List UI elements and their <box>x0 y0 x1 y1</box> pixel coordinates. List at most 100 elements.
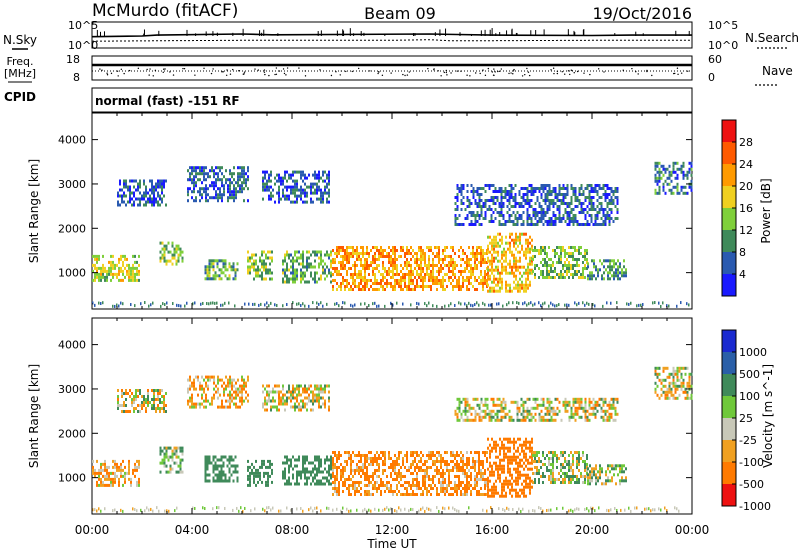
echo-cell <box>458 255 460 258</box>
echo-cell <box>209 169 211 173</box>
echo-cell <box>230 265 233 269</box>
y-tick-label: 1000 <box>58 267 86 280</box>
echo-cell <box>519 232 521 236</box>
nave-point <box>651 74 653 77</box>
echo-cell <box>422 484 424 487</box>
ground-scatter-cell <box>506 303 508 307</box>
echo-cell <box>129 188 131 192</box>
echo-cell <box>474 261 476 264</box>
echo-cell <box>526 202 529 205</box>
echo-cell <box>491 488 493 492</box>
echo-cell <box>456 205 459 208</box>
echo-cell <box>352 460 354 463</box>
echo-cell <box>226 277 229 281</box>
echo-cell <box>265 253 267 257</box>
echo-cell <box>529 485 531 489</box>
nave-point <box>677 73 679 76</box>
echo-cell <box>352 487 354 490</box>
echo-cell <box>570 208 573 211</box>
echo-cell <box>444 258 446 261</box>
echo-cell <box>424 472 426 475</box>
echo-cell <box>436 493 438 496</box>
nave-point <box>474 72 477 74</box>
echo-cell <box>328 194 330 198</box>
echo-cell <box>300 262 302 266</box>
echo-cell <box>566 258 568 261</box>
echo-cell <box>568 264 570 267</box>
echo-cell <box>312 467 314 471</box>
echo-cell <box>464 279 466 282</box>
echo-cell <box>493 461 495 465</box>
echo-cell <box>562 472 564 475</box>
echo-cell <box>139 197 141 201</box>
echo-cell <box>466 463 468 466</box>
echo-cell <box>205 190 207 194</box>
echo-cell <box>491 244 493 248</box>
echo-cell <box>251 265 253 269</box>
echo-cell <box>271 468 273 472</box>
echo-cell <box>245 172 247 176</box>
echo-cell <box>532 214 535 217</box>
echo-cell <box>199 172 201 176</box>
echo-cell <box>410 252 412 255</box>
echo-cell <box>566 252 568 255</box>
echo-cell <box>374 255 376 258</box>
echo-cell <box>265 268 267 272</box>
echo-cell <box>408 264 410 267</box>
echo-cell <box>562 196 565 199</box>
echo-cell <box>593 467 595 471</box>
echo-cell <box>686 173 689 177</box>
echo-cell <box>204 455 207 459</box>
echo-cell <box>476 246 478 249</box>
echo-cell <box>171 467 174 471</box>
echo-cell <box>509 461 511 465</box>
echo-cell <box>344 255 346 258</box>
echo-cell <box>487 467 489 471</box>
echo-cell <box>536 451 538 454</box>
echo-cell <box>390 487 392 490</box>
echo-cell <box>366 285 368 288</box>
nave-point <box>110 72 113 75</box>
echo-cell <box>138 480 140 484</box>
echo-cell <box>564 472 566 475</box>
echo-cell <box>400 279 402 282</box>
echo-cell <box>504 193 507 196</box>
echo-cell <box>163 464 166 468</box>
echo-cell <box>222 473 225 477</box>
echo-cell <box>326 173 328 177</box>
echo-cell <box>138 278 140 282</box>
echo-cell <box>515 235 517 239</box>
echo-cell <box>597 271 599 275</box>
echo-cell <box>566 211 569 214</box>
echo-cell <box>462 472 464 475</box>
echo-cell <box>211 166 213 170</box>
echo-cell <box>110 254 112 258</box>
echo-cell <box>332 463 334 466</box>
echo-cell <box>119 188 121 192</box>
echo-cell <box>278 173 280 177</box>
echo-cell <box>314 476 316 480</box>
echo-cell <box>609 271 611 275</box>
echo-cell <box>466 184 469 187</box>
echo-cell <box>204 467 207 471</box>
echo-cell <box>438 472 440 475</box>
echo-cell <box>264 176 266 180</box>
echo-cell <box>444 451 446 454</box>
echo-cell <box>366 478 368 481</box>
echo-cell <box>454 252 456 255</box>
echo-cell <box>509 467 511 471</box>
echo-cell <box>102 254 104 258</box>
echo-cell <box>587 467 589 471</box>
echo-cell <box>241 184 243 188</box>
echo-cell <box>346 261 348 264</box>
echo-cell <box>394 288 396 291</box>
echo-cell <box>493 241 495 245</box>
echo-cell <box>217 172 219 176</box>
echo-cell <box>308 280 310 284</box>
echo-cell <box>489 494 491 498</box>
echo-cell <box>216 262 219 266</box>
echo-cell <box>570 217 573 220</box>
echo-cell <box>468 460 470 463</box>
echo-cell <box>470 220 473 223</box>
echo-cell <box>372 288 374 291</box>
